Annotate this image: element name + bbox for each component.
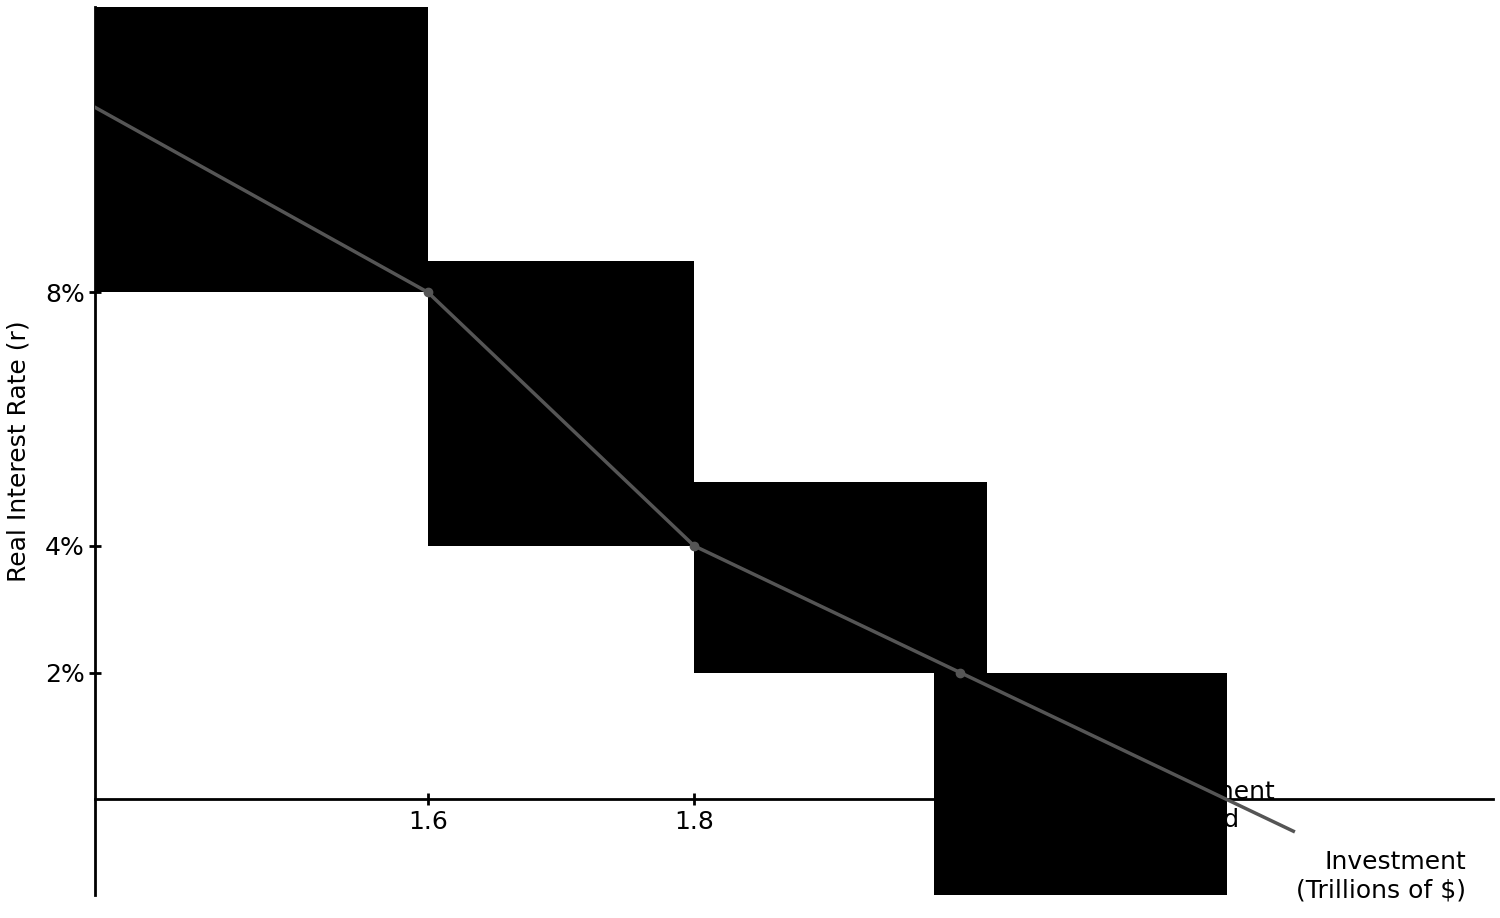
Bar <box>694 483 987 673</box>
Bar <box>934 673 1227 895</box>
Y-axis label: Real Interest Rate (r): Real Interest Rate (r) <box>8 320 32 582</box>
Bar <box>94 7 427 292</box>
Bar <box>427 261 694 546</box>
Text: Investment
Demand: Investment Demand <box>1134 780 1275 833</box>
Text: Investment
(Trillions of $): Investment (Trillions of $) <box>1296 850 1467 902</box>
